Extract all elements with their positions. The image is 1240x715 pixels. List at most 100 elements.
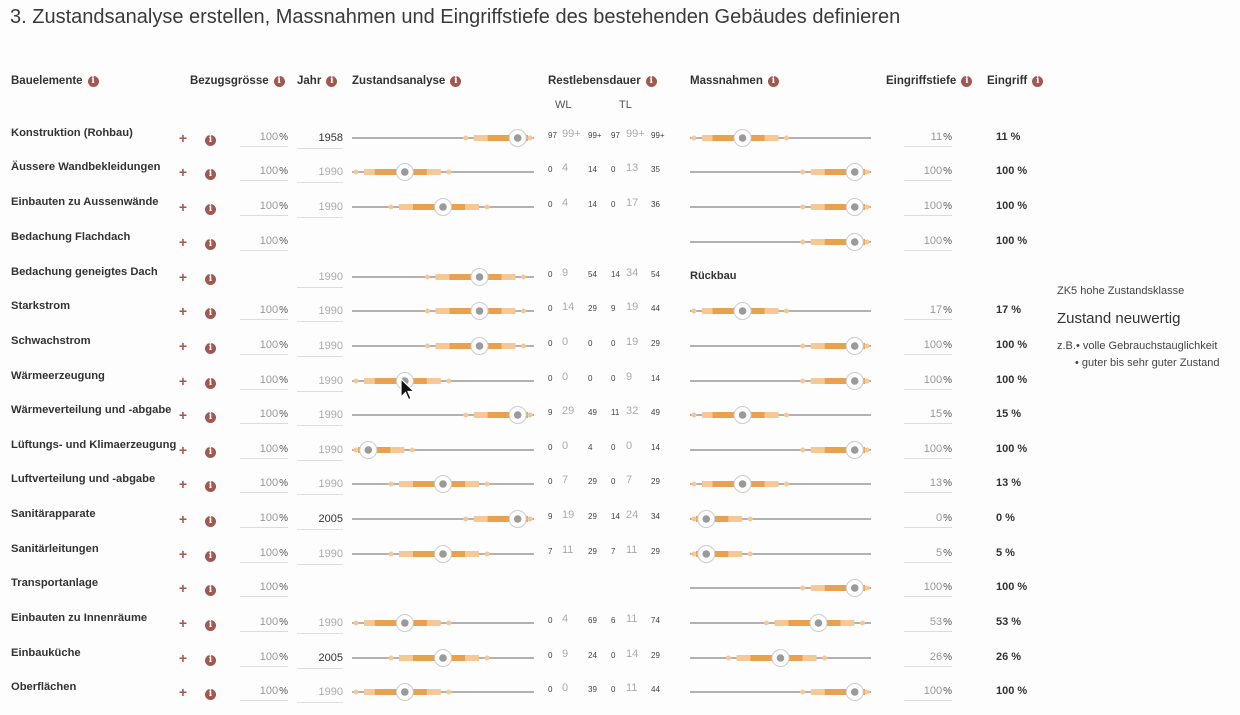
add-button[interactable]: + [178, 684, 188, 700]
zustand-slider[interactable] [352, 267, 534, 287]
zustand-slider[interactable] [352, 613, 534, 633]
zustand-slider[interactable] [352, 197, 534, 217]
info-icon[interactable]: i [205, 343, 216, 355]
info-icon[interactable]: i [961, 75, 973, 87]
year-input[interactable]: 2005 [297, 510, 343, 530]
info-icon[interactable]: i [645, 75, 657, 87]
row-info[interactable]: i [205, 409, 216, 427]
add-button[interactable]: + [178, 338, 188, 354]
add-button[interactable]: + [178, 373, 188, 389]
add-button[interactable]: + [178, 476, 188, 492]
bezugsgroesse-input[interactable]: 100% [240, 649, 288, 667]
bezugsgroesse-input[interactable]: 100% [240, 198, 288, 216]
row-info[interactable]: i [205, 271, 216, 289]
massnahmen-slider[interactable] [690, 162, 871, 182]
year-input[interactable]: 1990 [297, 614, 343, 634]
massnahmen-slider[interactable] [690, 440, 871, 460]
bezugsgroesse-input[interactable]: 100% [240, 441, 288, 459]
year-input[interactable]: 1990 [297, 198, 343, 218]
info-icon[interactable]: i [1032, 75, 1044, 87]
zustand-slider[interactable] [352, 128, 534, 148]
add-button[interactable]: + [178, 546, 188, 562]
info-icon[interactable]: i [205, 620, 216, 632]
year-input[interactable]: 2005 [297, 649, 343, 669]
info-icon[interactable]: i [767, 75, 779, 87]
year-input[interactable]: 1990 [297, 406, 343, 426]
bezugsgroesse-input[interactable]: 100% [240, 233, 288, 251]
info-icon[interactable]: i [205, 308, 216, 320]
massnahmen-slider[interactable] [690, 578, 871, 598]
eingriffstiefe-input[interactable]: 100% [904, 441, 952, 459]
add-button[interactable]: + [178, 269, 188, 285]
year-input[interactable]: 1990 [297, 337, 343, 357]
info-icon[interactable]: i [205, 689, 216, 701]
eingriffstiefe-input[interactable]: 17% [904, 302, 952, 320]
add-button[interactable]: + [178, 164, 188, 180]
eingriffstiefe-input[interactable]: 100% [904, 163, 952, 181]
bezugsgroesse-input[interactable]: 100% [240, 579, 288, 597]
bezugsgroesse-input[interactable]: 100% [240, 406, 288, 424]
eingriffstiefe-input[interactable]: 11% [904, 129, 952, 147]
bezugsgroesse-input[interactable]: 100% [240, 302, 288, 320]
zustand-slider[interactable] [352, 682, 534, 702]
row-info[interactable]: i [205, 375, 216, 393]
eingriffstiefe-input[interactable]: 5% [904, 545, 952, 563]
row-info[interactable]: i [205, 201, 216, 219]
info-icon[interactable]: i [205, 378, 216, 390]
year-input[interactable]: 1990 [297, 441, 343, 461]
row-info[interactable]: i [205, 444, 216, 462]
eingriffstiefe-input[interactable]: 100% [904, 337, 952, 355]
add-button[interactable]: + [178, 234, 188, 250]
row-info[interactable]: i [205, 236, 216, 254]
add-button[interactable]: + [178, 130, 188, 146]
bezugsgroesse-input[interactable]: 100% [240, 163, 288, 181]
zustand-slider[interactable] [352, 474, 534, 494]
info-icon[interactable]: i [205, 169, 216, 181]
year-input[interactable]: 1990 [297, 475, 343, 495]
row-info[interactable]: i [205, 548, 216, 566]
zustand-slider[interactable] [352, 509, 534, 529]
eingriffstiefe-input[interactable]: 100% [904, 233, 952, 251]
eingriffstiefe-input[interactable]: 100% [904, 683, 952, 701]
eingriffstiefe-input[interactable]: 100% [904, 579, 952, 597]
massnahmen-slider[interactable] [690, 544, 871, 564]
massnahmen-slider[interactable] [690, 613, 871, 633]
massnahmen-slider[interactable] [690, 682, 871, 702]
year-input[interactable]: 1990 [297, 268, 343, 288]
bezugsgroesse-input[interactable]: 100% [240, 510, 288, 528]
row-info[interactable]: i [205, 617, 216, 635]
info-icon[interactable]: i [205, 239, 216, 251]
row-info[interactable]: i [205, 652, 216, 670]
eingriffstiefe-input[interactable]: 53% [904, 614, 952, 632]
bezugsgroesse-input[interactable]: 100% [240, 545, 288, 563]
info-icon[interactable]: i [87, 75, 99, 87]
add-button[interactable]: + [178, 407, 188, 423]
year-input[interactable]: 1990 [297, 302, 343, 322]
info-icon[interactable]: i [205, 274, 216, 286]
bezugsgroesse-input[interactable]: 100% [240, 614, 288, 632]
bezugsgroesse-input[interactable]: 100% [240, 372, 288, 390]
add-button[interactable]: + [178, 580, 188, 596]
zustand-slider[interactable] [352, 162, 534, 182]
info-icon[interactable]: i [326, 75, 338, 87]
eingriffstiefe-input[interactable]: 0% [904, 510, 952, 528]
eingriffstiefe-input[interactable]: 13% [904, 475, 952, 493]
massnahmen-slider[interactable] [690, 301, 871, 321]
massnahmen-slider[interactable] [690, 371, 871, 391]
year-input[interactable]: 1990 [297, 163, 343, 183]
bezugsgroesse-input[interactable]: 100% [240, 475, 288, 493]
massnahmen-slider[interactable] [690, 232, 871, 252]
add-button[interactable]: + [178, 303, 188, 319]
bezugsgroesse-input[interactable]: 100% [240, 683, 288, 701]
zustand-slider[interactable] [352, 405, 534, 425]
massnahmen-slider[interactable] [690, 509, 871, 529]
massnahmen-slider[interactable] [690, 336, 871, 356]
info-icon[interactable]: i [205, 204, 216, 216]
info-icon[interactable]: i [273, 75, 285, 87]
add-button[interactable]: + [178, 511, 188, 527]
zustand-slider[interactable] [352, 371, 534, 391]
year-input[interactable]: 1958 [297, 129, 343, 149]
info-icon[interactable]: i [205, 447, 216, 459]
info-icon[interactable]: i [205, 135, 216, 147]
eingriffstiefe-input[interactable]: 100% [904, 198, 952, 216]
